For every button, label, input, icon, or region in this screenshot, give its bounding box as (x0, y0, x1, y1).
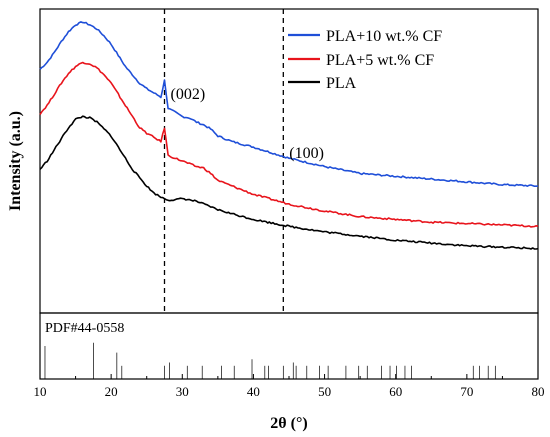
x-tick-label: 20 (105, 384, 118, 399)
legend-label-pla-5cf: PLA+5 wt.% CF (326, 52, 434, 69)
y-axis-title: Intensity (a.u.) (7, 111, 24, 211)
x-axis-title: 2θ (°) (270, 415, 307, 432)
legend-label-pla-10cf: PLA+10 wt.% CF (326, 28, 442, 45)
reference-label: PDF#44-0558 (45, 321, 124, 336)
annotation-002: (002) (171, 86, 206, 103)
series-line-2 (39, 115, 539, 250)
x-tick-label: 50 (318, 384, 331, 399)
reference-peaks (44, 342, 496, 379)
series-lines (39, 21, 539, 250)
x-tick-label: 70 (460, 384, 473, 399)
series-line-0 (39, 21, 539, 187)
x-ticks: 10 20 30 40 50 60 70 80 (34, 374, 545, 399)
x-tick-label: 80 (532, 384, 545, 399)
x-tick-label: 30 (176, 384, 189, 399)
series-line-1 (39, 61, 539, 228)
x-tick-label: 10 (34, 384, 47, 399)
legend-label-pla: PLA (326, 75, 357, 92)
legend: PLA+10 wt.% CF PLA+5 wt.% CF PLA (288, 28, 442, 92)
x-tick-label: 40 (247, 384, 260, 399)
annotation-100: (100) (289, 145, 324, 162)
annotation-lines (163, 9, 284, 313)
x-tick-label: 60 (389, 384, 402, 399)
